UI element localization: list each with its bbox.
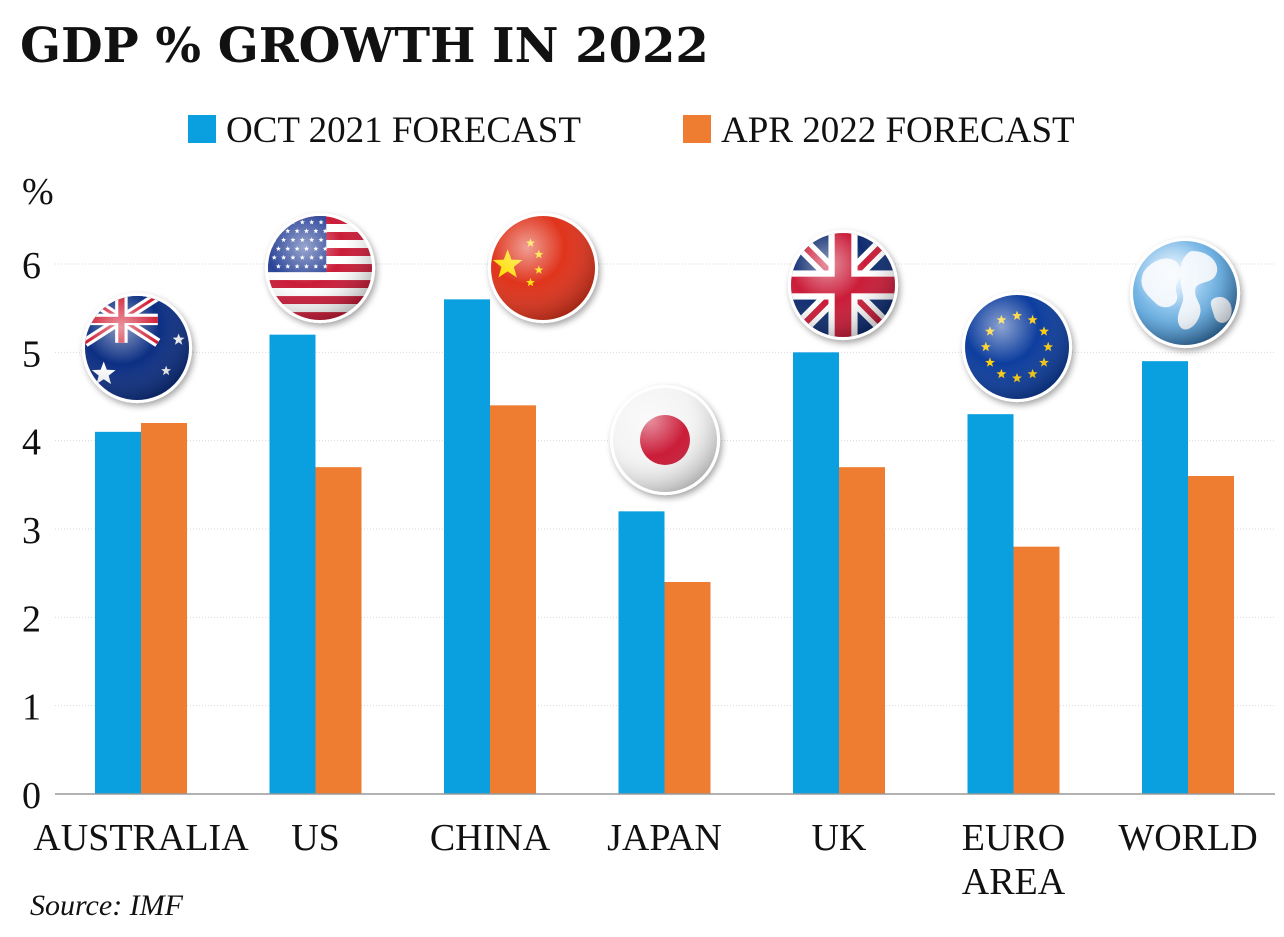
australia-flag-icon <box>81 292 193 404</box>
bar-apr-2022 <box>664 582 711 794</box>
x-tick-label: JAPAN <box>607 817 722 859</box>
globe-icon <box>1129 237 1241 349</box>
y-axis-label: % <box>22 171 54 213</box>
bar-oct-2021 <box>1142 361 1188 794</box>
bars <box>95 299 1234 794</box>
bar-apr-2022 <box>1013 546 1060 794</box>
bar-oct-2021 <box>967 414 1014 794</box>
eu-flag-icon <box>961 291 1073 403</box>
y-tick-label: 2 <box>22 598 41 640</box>
x-tick-label: UK <box>812 817 867 859</box>
y-tick-label: 4 <box>22 422 41 464</box>
y-tick-label: 5 <box>22 333 41 375</box>
y-tick-label: 6 <box>22 245 41 287</box>
legend-label-apr-2022: APR 2022 FORECAST <box>721 110 1075 151</box>
legend-swatch-oct-2021 <box>188 115 216 143</box>
legend-label-oct-2021: OCT 2021 FORECAST <box>226 110 581 151</box>
bar-oct-2021 <box>444 299 490 794</box>
bar-apr-2022 <box>839 467 885 794</box>
bar-apr-2022 <box>1188 476 1234 794</box>
flags <box>81 212 1241 496</box>
china-flag-icon <box>487 212 599 324</box>
legend-swatch-apr-2022 <box>683 115 711 143</box>
bar-oct-2021 <box>269 334 316 794</box>
y-tick-label: 1 <box>22 687 41 729</box>
y-tick-label: 0 <box>22 775 41 817</box>
x-tick-label: WORLD <box>1118 817 1257 859</box>
y-axis-ticks: 0 1 2 3 4 5 6 <box>22 245 41 817</box>
x-tick-label: CHINA <box>430 817 551 859</box>
x-tick-label: EURO <box>962 817 1065 859</box>
chart-title: GDP % GROWTH IN 2022 <box>20 18 709 74</box>
legend: OCT 2021 FORECAST APR 2022 FORECAST <box>188 110 1075 151</box>
bar-apr-2022 <box>490 405 536 794</box>
x-tick-label: AREA <box>962 861 1066 903</box>
x-tick-label: US <box>291 817 340 859</box>
source-note: Source: IMF <box>30 889 184 922</box>
uk-flag-icon <box>787 229 899 341</box>
x-tick-label: AUSTRALIA <box>33 817 249 859</box>
bar-apr-2022 <box>315 467 362 794</box>
bar-oct-2021 <box>793 352 839 794</box>
japan-flag-icon <box>609 384 721 496</box>
usa-flag-icon <box>264 212 376 324</box>
bar-oct-2021 <box>95 431 141 794</box>
bar-apr-2022 <box>141 423 187 794</box>
bar-oct-2021 <box>618 511 665 794</box>
y-tick-label: 3 <box>22 510 41 552</box>
